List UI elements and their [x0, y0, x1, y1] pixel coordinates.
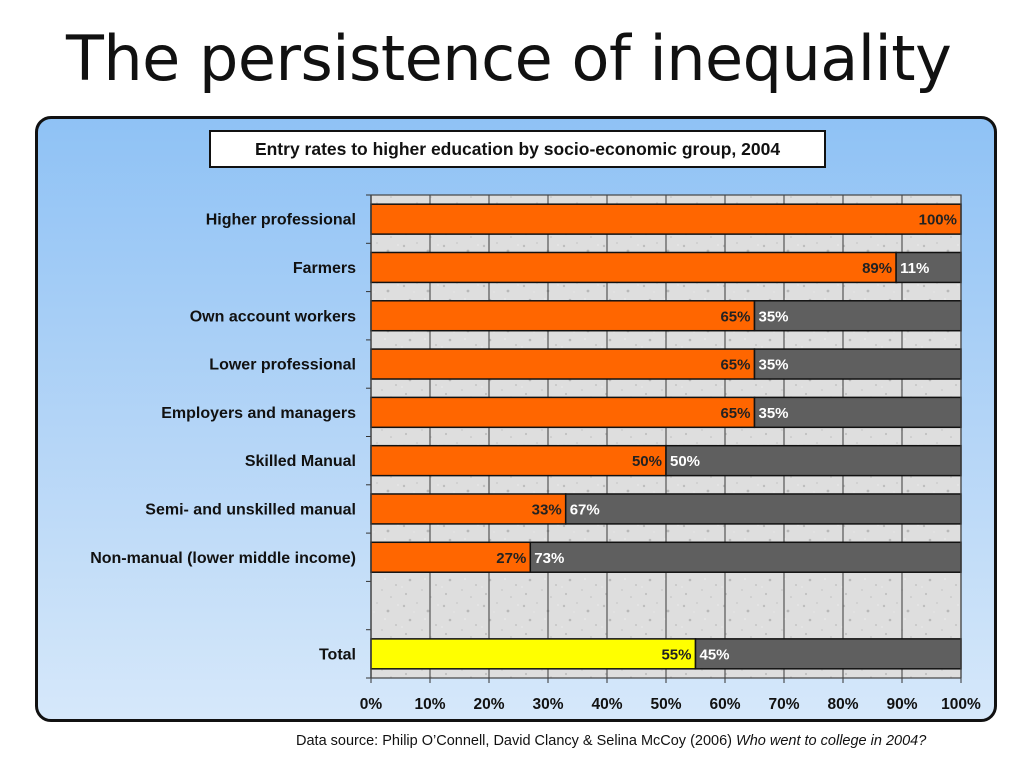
category-label: Semi- and unskilled manual [145, 501, 356, 518]
data-label-non-entry: 35% [759, 357, 789, 374]
data-source: Data source: Philip O’Connell, David Cla… [296, 733, 927, 749]
data-label-entry: 65% [720, 357, 750, 374]
category-label: Own account workers [190, 308, 356, 325]
bar-non-entry [694, 638, 962, 670]
x-tick-label: 80% [827, 696, 858, 713]
x-tick-label: 70% [768, 696, 799, 713]
x-tick-label: 100% [941, 696, 981, 713]
data-label-entry: 100% [919, 212, 957, 229]
bar-non-entry [895, 251, 962, 284]
bar-entry [370, 251, 897, 284]
bar-non-entry [564, 493, 962, 525]
bar-non-entry [753, 348, 962, 380]
data-label-non-entry: 50% [670, 453, 700, 470]
data-label-entry: 65% [720, 308, 750, 325]
bar-non-entry [529, 541, 962, 573]
data-label-entry: 50% [632, 453, 662, 470]
axes [366, 194, 962, 683]
bar-entry [370, 396, 756, 429]
bar-non-entry [665, 444, 962, 477]
plot-border [370, 194, 962, 679]
x-tick-label: 10% [414, 696, 445, 713]
x-tick-label: 0% [360, 696, 383, 713]
category-label: Total [319, 646, 356, 663]
x-tick-label: 60% [709, 696, 740, 713]
data-label-entry: 89% [862, 260, 892, 277]
bar-entry [370, 444, 667, 477]
category-label: Farmers [293, 260, 356, 277]
category-label: Non-manual (lower middle income) [90, 550, 356, 567]
data-label-non-entry: 35% [759, 405, 789, 422]
x-tick-label: 90% [886, 696, 917, 713]
data-label-non-entry: 67% [570, 501, 600, 518]
x-tick-label: 50% [650, 696, 681, 713]
data-label-entry: 27% [496, 550, 526, 567]
bar-entry [370, 300, 756, 332]
x-tick-label: 30% [532, 696, 563, 713]
data-label-non-entry: 73% [534, 550, 564, 567]
data-label-non-entry: 35% [759, 308, 789, 325]
slide-title: The persistence of inequality [66, 22, 952, 95]
labels: 0% 10% 20% 30% 40% 50% 60% 70% 80% 90% 100% Higher … [90, 212, 981, 713]
data-label-entry: 65% [720, 405, 750, 422]
x-tick-label: 40% [591, 696, 622, 713]
data-label-non-entry: 11% [900, 260, 929, 277]
chart-title: Entry rates to higher education by socio… [209, 130, 826, 168]
bar-entry [370, 541, 532, 573]
category-label: Skilled Manual [245, 453, 356, 470]
category-label: Employers and managers [161, 405, 356, 422]
bar-total-entry [370, 638, 697, 670]
x-tick-label: 20% [473, 696, 504, 713]
bars [370, 203, 962, 670]
bar-entry [370, 493, 567, 525]
category-label: Higher professional [206, 212, 356, 229]
bar-non-entry [753, 396, 962, 429]
bar-entry [370, 203, 962, 235]
data-label-entry: 55% [661, 646, 691, 663]
category-label: Lower professional [209, 357, 356, 374]
bar-entry [370, 348, 756, 380]
data-label-non-entry: 45% [700, 646, 730, 663]
data-label-entry: 33% [532, 501, 562, 518]
bar-non-entry [753, 300, 962, 332]
